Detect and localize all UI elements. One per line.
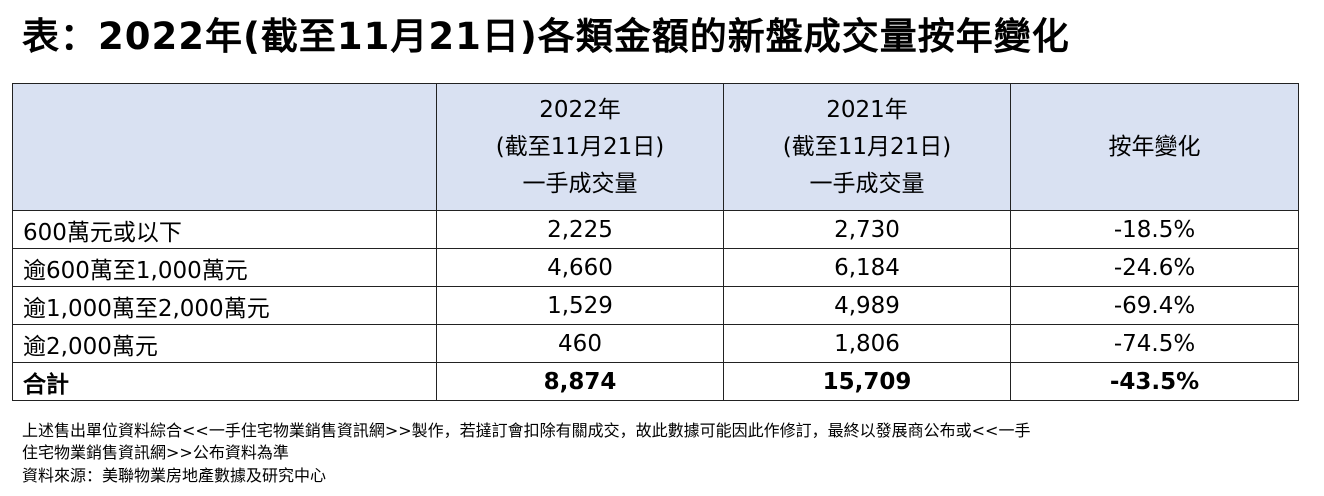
header-2022: 2022年 (截至11月21日) 一手成交量 xyxy=(436,83,724,211)
header-2021: 2021年 (截至11月21日) 一手成交量 xyxy=(723,83,1011,211)
cell-change: -24.6% xyxy=(1010,248,1299,287)
total-label: 合計 xyxy=(12,362,437,401)
table-row: 600萬元或以下 2,225 2,730 -18.5% xyxy=(12,210,1299,249)
cell-change: -69.4% xyxy=(1010,286,1299,325)
total-2022: 8,874 xyxy=(436,362,724,401)
total-2021: 15,709 xyxy=(723,362,1011,401)
header-row: 2022年 (截至11月21日) 一手成交量 2021年 (截至11月21日) … xyxy=(12,83,1299,211)
cell-2022: 4,660 xyxy=(436,248,724,287)
header-2022-metric: 一手成交量 xyxy=(522,170,638,197)
cell-change: -74.5% xyxy=(1010,324,1299,363)
cell-2021: 1,806 xyxy=(723,324,1011,363)
row-label: 逾600萬至1,000萬元 xyxy=(12,248,437,287)
header-2022-year: 2022年 xyxy=(539,96,621,123)
data-table: 2022年 (截至11月21日) 一手成交量 2021年 (截至11月21日) … xyxy=(12,83,1299,401)
header-2022-period: (截至11月21日) xyxy=(495,133,665,160)
page-title: 表：2022年(截至11月21日)各類金額的新盤成交量按年變化 xyxy=(22,15,1070,58)
cell-2021: 4,989 xyxy=(723,286,1011,325)
cell-2021: 6,184 xyxy=(723,248,1011,287)
table-row: 逾1,000萬至2,000萬元 1,529 4,989 -69.4% xyxy=(12,286,1299,325)
cell-2022: 1,529 xyxy=(436,286,724,325)
total-change: -43.5% xyxy=(1010,362,1299,401)
header-2021-year: 2021年 xyxy=(826,96,908,123)
cell-change: -18.5% xyxy=(1010,210,1299,249)
header-change: 按年變化 xyxy=(1010,83,1299,211)
table-row: 逾600萬至1,000萬元 4,660 6,184 -24.6% xyxy=(12,248,1299,287)
cell-2022: 2,225 xyxy=(436,210,724,249)
row-label: 600萬元或以下 xyxy=(12,210,437,249)
source-note: 資料來源：美聯物業房地產數據及研究中心 xyxy=(22,466,327,485)
total-row: 合計 8,874 15,709 -43.5% xyxy=(12,362,1299,401)
row-label: 逾1,000萬至2,000萬元 xyxy=(12,286,437,325)
row-label: 逾2,000萬元 xyxy=(12,324,437,363)
header-2021-metric: 一手成交量 xyxy=(809,170,925,197)
cell-2022: 460 xyxy=(436,324,724,363)
header-label-cell xyxy=(12,83,437,211)
footnote-line-2: 住宅物業銷售資訊網>>公布資料為準 xyxy=(22,443,289,462)
header-2021-period: (截至11月21日) xyxy=(782,133,952,160)
footnote-line-1: 上述售出單位資料綜合<<一手住宅物業銷售資訊網>>製作，若撻訂會扣除有關成交，故… xyxy=(22,421,1031,440)
table-row: 逾2,000萬元 460 1,806 -74.5% xyxy=(12,324,1299,363)
cell-2021: 2,730 xyxy=(723,210,1011,249)
